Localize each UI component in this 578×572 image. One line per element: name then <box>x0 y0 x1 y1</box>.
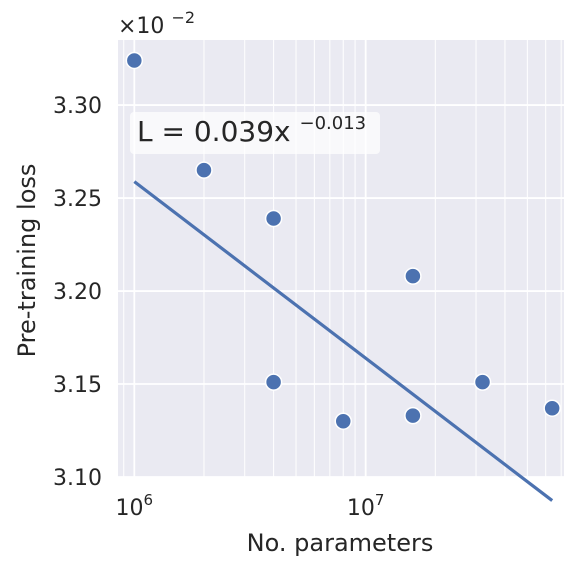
y-scale-factor-exponent: −2 <box>171 8 195 27</box>
scatter-point <box>125 51 144 70</box>
fit-equation-exponent: −0.013 <box>300 113 367 134</box>
fit-equation-main: L = 0.039x <box>137 115 291 148</box>
fit-annotation-box <box>130 112 380 154</box>
fit-layer <box>133 180 554 502</box>
x-tick-label: 107 <box>347 491 385 521</box>
y-scale-factor-base: ×10 <box>118 14 164 39</box>
fit-equation: L = 0.039x −0.013 <box>137 113 366 148</box>
y-tick-label: 3.15 <box>53 373 102 398</box>
y-tick-label: 3.30 <box>53 94 102 119</box>
tick-labels: 3.10 3.15 3.20 3.25 3.30 106 107 <box>53 94 384 521</box>
data-points <box>125 51 561 430</box>
fit-line <box>133 180 554 502</box>
x-tick-label: 106 <box>116 491 154 521</box>
y-tick-label: 3.10 <box>53 466 102 491</box>
y-scale-factor: ×10 −2 <box>118 8 195 39</box>
scatter-point <box>543 399 561 417</box>
scatter-point <box>264 373 283 391</box>
scatter-point <box>334 412 352 430</box>
x-axis-label: No. parameters <box>247 529 434 557</box>
scatter-point <box>264 209 283 228</box>
y-axis-label: Pre-training loss <box>13 164 41 358</box>
scatter-point <box>404 267 422 285</box>
scatter-point <box>404 406 422 425</box>
fit-annotation: L = 0.039x −0.013 <box>130 112 380 154</box>
y-tick-label: 3.25 <box>53 187 102 212</box>
scatter-point <box>195 161 213 179</box>
scatter-point <box>473 373 492 391</box>
y-tick-label: 3.20 <box>53 280 102 305</box>
